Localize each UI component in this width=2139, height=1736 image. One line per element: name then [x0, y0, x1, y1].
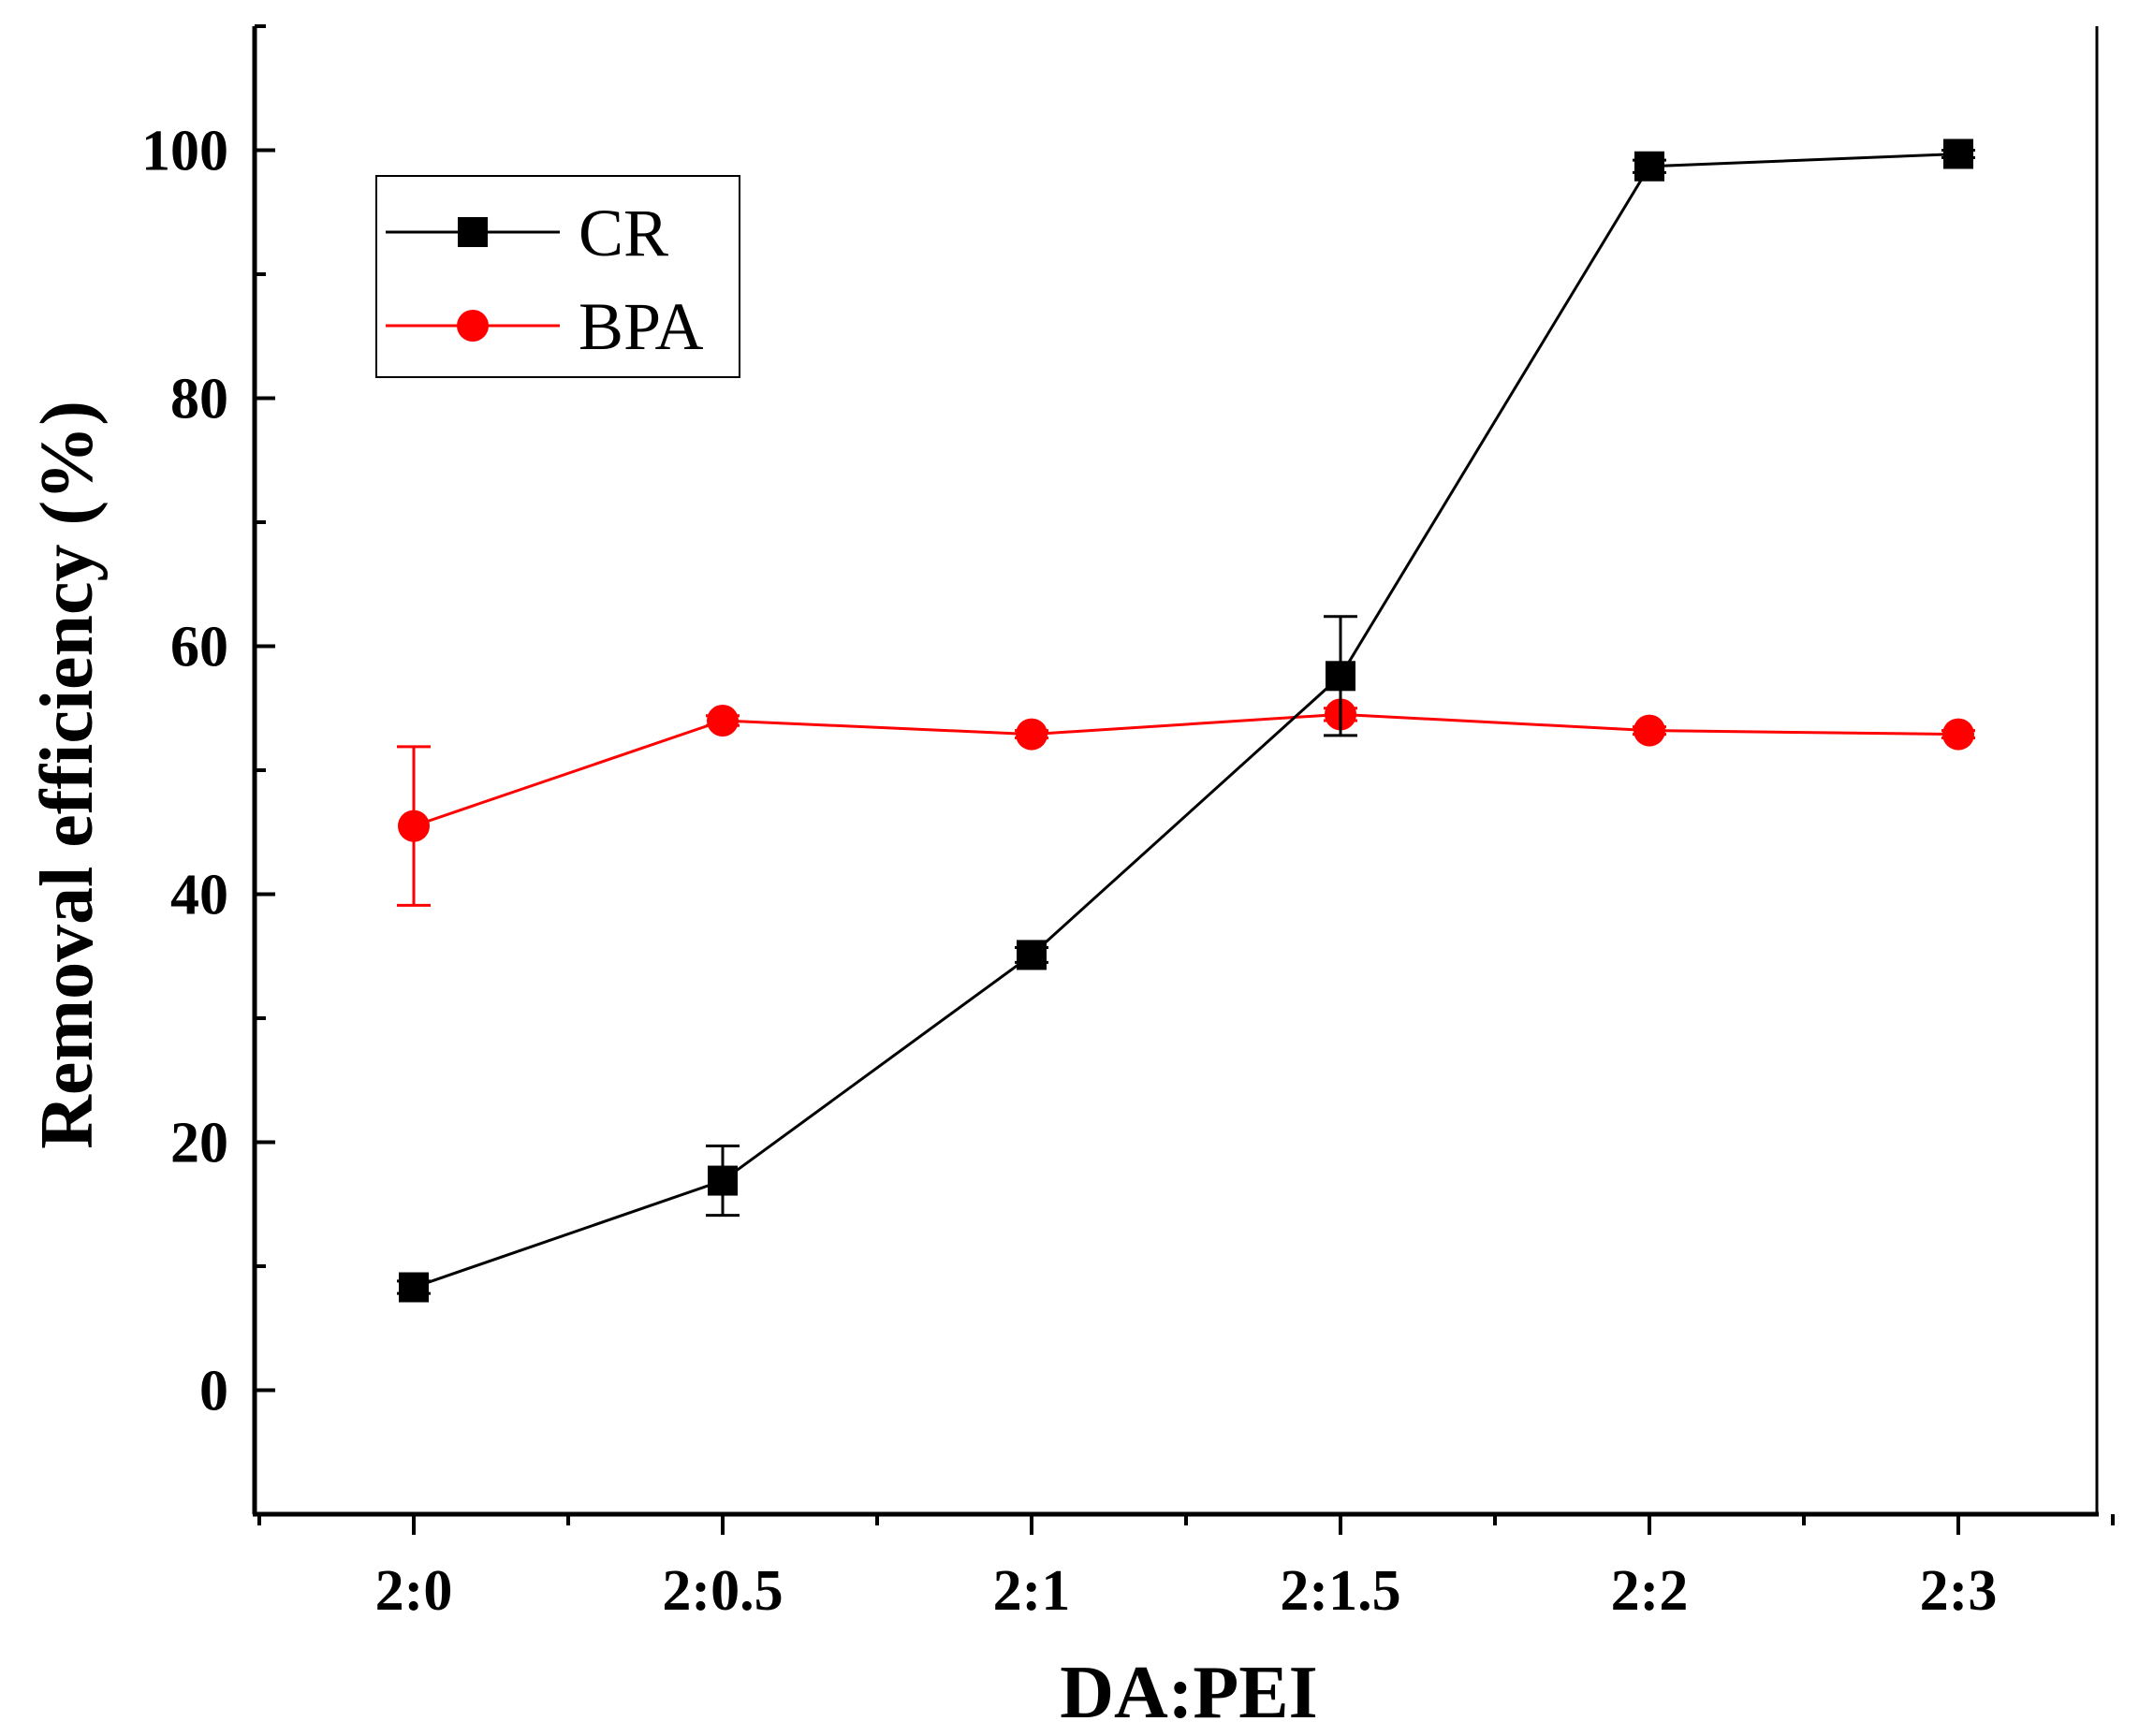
legend-label-bpa: BPA — [579, 289, 703, 364]
cr-point — [399, 1272, 429, 1303]
x-tick-label: 2:1.5 — [1280, 1559, 1400, 1623]
bpa-point — [1942, 718, 1974, 751]
legend-item-cr: CR — [386, 196, 668, 270]
bpa-point — [1634, 714, 1665, 747]
legend-label-cr: CR — [579, 196, 668, 270]
x-tick-label: 2:1 — [993, 1559, 1071, 1623]
legend-marker-bpa — [457, 310, 489, 342]
cr-point — [708, 1165, 738, 1196]
x-axis-title: DA:PEI — [1060, 1652, 1318, 1734]
cr-point — [1634, 151, 1664, 182]
bpa-point — [398, 810, 430, 842]
x-tick-label: 2:0.5 — [662, 1559, 783, 1623]
cr-point — [1326, 661, 1355, 692]
x-tick-label: 2:2 — [1611, 1559, 1689, 1623]
bpa-line — [413, 712, 1959, 828]
y-tick-label: 0 — [199, 1360, 228, 1423]
bpa-series — [397, 698, 1975, 907]
series-layer — [397, 139, 1975, 1303]
legend-item-bpa: BPA — [386, 289, 703, 364]
cr-point — [1943, 139, 1973, 169]
y-tick-label: 40 — [170, 864, 228, 927]
legend: CR BPA — [375, 175, 740, 378]
y-tick-label: 20 — [170, 1112, 228, 1175]
bpa-point — [707, 705, 739, 737]
y-axis-ticks: 0 20 40 60 80 100 — [141, 24, 275, 1516]
x-tick-label: 2:3 — [1920, 1559, 1998, 1623]
y-tick-label: 60 — [170, 616, 228, 679]
y-axis-title: Removal efficiency (%) — [26, 401, 109, 1149]
legend-marker-cr — [458, 217, 488, 247]
y-tick-label: 100 — [141, 120, 228, 183]
legend-box — [375, 175, 740, 378]
bpa-point — [1016, 718, 1048, 751]
cr-series — [397, 139, 1975, 1303]
y-tick-label: 80 — [170, 368, 228, 431]
x-axis-ticks: 2:0 2:0.5 2:1 2:1.5 2:2 2:3 — [257, 1514, 2115, 1623]
cr-line — [413, 152, 1959, 1289]
x-tick-label: 2:0 — [375, 1559, 453, 1623]
cr-point — [1017, 940, 1047, 970]
